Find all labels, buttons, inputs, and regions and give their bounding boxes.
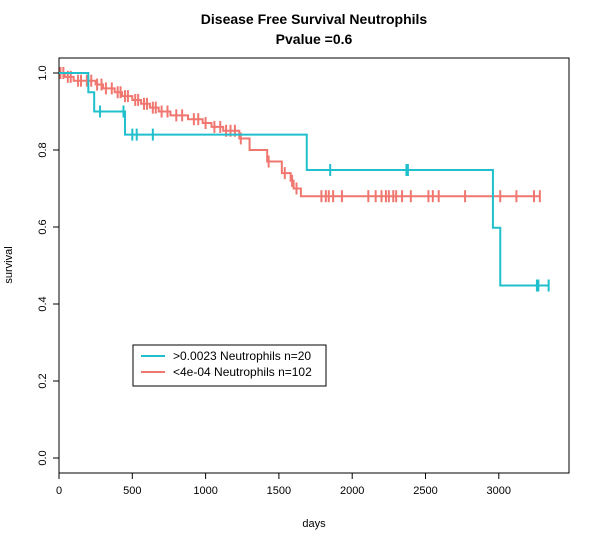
survival-curve-0 [59,72,549,287]
legend-box [132,344,327,387]
chart-title: Disease Free Survival Neutrophils [201,11,428,27]
legend-label-high: >0.0023 Neutrophils n=20 [173,349,311,363]
plot-frame [58,57,570,474]
x-tick-label: 1000 [193,485,217,497]
x-tick-label: 0 [56,485,62,497]
y-tick-label: 0.4 [37,296,49,311]
axes: 0 500 1000 1500 2000 2500 3000 0.0 0.2 0.4 0.6 0.8 1… [37,65,511,497]
chart-subtitle: Pvalue =0.6 [276,31,353,47]
legend: >0.0023 Neutrophils n=20 <4e-04 Neutroph… [132,344,327,387]
y-tick-label: 0.2 [37,373,49,388]
y-axis-label: survival [3,246,15,283]
y-tick-label: 0.0 [37,450,49,465]
x-tick-label: 2500 [413,485,437,497]
y-tick-label: 0.8 [37,142,49,157]
legend-label-low: <4e-04 Neutrophils n=102 [173,365,312,379]
x-tick-label: 1500 [267,485,291,497]
y-tick-label: 0.6 [37,219,49,234]
y-tick-label: 1.0 [37,65,49,80]
x-axis-label: days [302,518,326,530]
x-tick-label: 3000 [487,485,511,497]
survival-curve-1 [59,72,540,198]
x-tick-label: 500 [123,485,141,497]
series-group [59,67,550,292]
x-tick-label: 2000 [340,485,364,497]
